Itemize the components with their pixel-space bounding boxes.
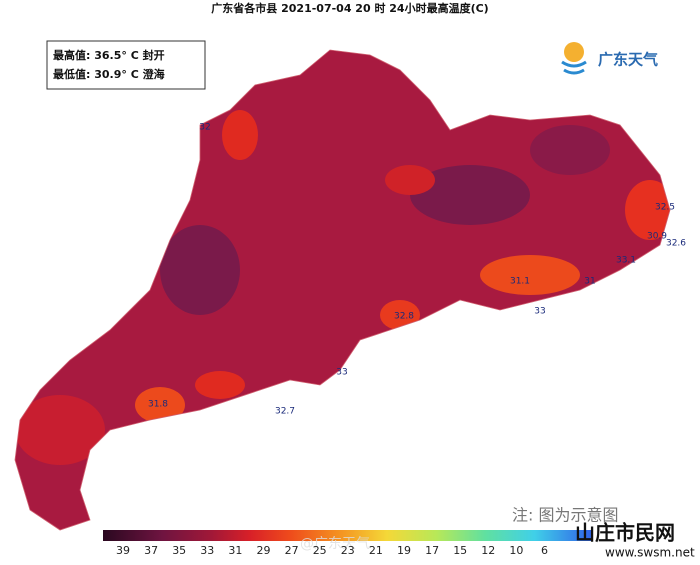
max-label: 最高值: 36.5° C 封开 <box>53 48 165 62</box>
legend-tick: 19 <box>397 544 411 557</box>
map-label: 33.1 <box>616 256 636 266</box>
legend-tick: 12 <box>481 544 495 557</box>
map-label: 32.6 <box>666 239 686 249</box>
url-watermark: www.swsm.net <box>605 546 695 560</box>
legend-tick: 33 <box>200 544 214 557</box>
legend-tick: 29 <box>257 544 271 557</box>
legend-tick: 27 <box>285 544 299 557</box>
map-label: 31 <box>584 277 595 287</box>
note: 注: 图为示意图 <box>512 506 618 525</box>
province-map <box>15 50 670 530</box>
weibo-watermark: @广东天气 <box>300 536 370 552</box>
title: 广东省各市县 2021-07-04 20 时 24小时最高温度(C) <box>211 1 488 15</box>
legend-tick: 6 <box>541 544 548 557</box>
map-label: 32 <box>199 123 210 133</box>
legend-tick: 35 <box>172 544 186 557</box>
map-label: 32.7 <box>275 407 295 417</box>
legend-tick: 25 <box>313 544 327 557</box>
legend-tick: 17 <box>425 544 439 557</box>
legend-tick: 10 <box>509 544 523 557</box>
info-box <box>46 40 206 90</box>
map-label: 31.8 <box>148 400 168 410</box>
logo-icon <box>564 42 584 62</box>
legend-tick: 21 <box>369 544 383 557</box>
map-label: 33 <box>534 307 545 317</box>
legend-tick: 37 <box>144 544 158 557</box>
legend-tick: 31 <box>228 544 242 557</box>
color-bar <box>103 530 593 541</box>
legend-tick: 39 <box>116 544 130 557</box>
site-watermark: 山庄市民网 <box>575 521 675 545</box>
min-label: 最低值: 30.9° C 澄海 <box>53 67 165 81</box>
legend-tick: 23 <box>341 544 355 557</box>
logo-text: 广东天气 <box>598 51 658 69</box>
map-label: 32.5 <box>655 203 675 213</box>
map-label: 30.9 <box>647 232 667 242</box>
map-label: 33 <box>336 368 347 378</box>
map-label: 32.8 <box>394 312 414 322</box>
map-label: 31.1 <box>510 277 530 287</box>
legend-tick: 15 <box>453 544 467 557</box>
